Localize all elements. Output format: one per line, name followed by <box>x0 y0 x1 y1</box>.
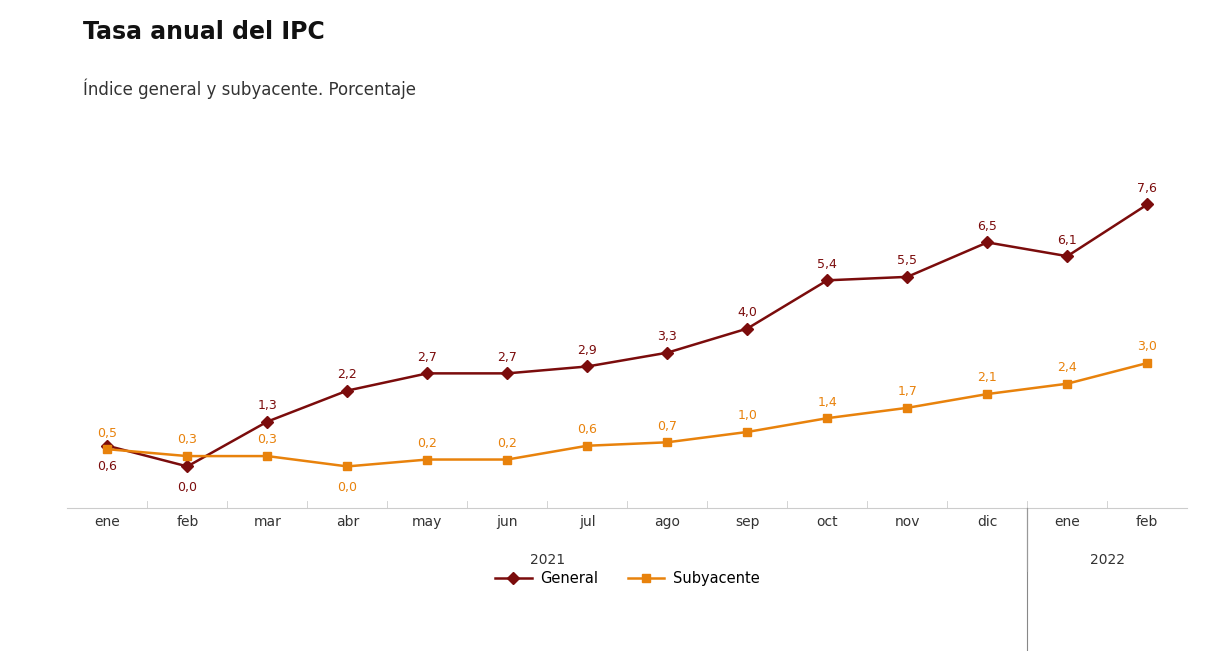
Text: 0,5: 0,5 <box>98 426 118 439</box>
Text: 2,1: 2,1 <box>978 372 998 384</box>
Text: 2,7: 2,7 <box>417 351 437 364</box>
Text: 0,2: 0,2 <box>497 437 518 450</box>
Text: 2022: 2022 <box>1089 553 1125 568</box>
Text: 1,4: 1,4 <box>818 396 837 409</box>
Text: 1,0: 1,0 <box>737 409 758 422</box>
Legend: General, Subyacente: General, Subyacente <box>490 565 765 592</box>
Text: 3,3: 3,3 <box>657 330 677 343</box>
Text: 3,0: 3,0 <box>1137 340 1157 353</box>
Text: 0,0: 0,0 <box>177 481 197 494</box>
Text: 0,7: 0,7 <box>657 420 677 433</box>
Text: 6,1: 6,1 <box>1058 234 1077 247</box>
Text: 6,5: 6,5 <box>977 220 998 233</box>
Text: 0,2: 0,2 <box>417 437 437 450</box>
Text: 7,6: 7,6 <box>1137 182 1157 195</box>
Text: 5,4: 5,4 <box>818 258 837 271</box>
Text: Tasa anual del IPC: Tasa anual del IPC <box>83 20 326 44</box>
Text: Índice general y subyacente. Porcentaje: Índice general y subyacente. Porcentaje <box>83 78 416 98</box>
Text: 1,3: 1,3 <box>257 399 277 412</box>
Text: 2,9: 2,9 <box>578 344 597 357</box>
Text: 4,0: 4,0 <box>737 306 758 319</box>
Text: 2,2: 2,2 <box>338 368 357 381</box>
Text: 2021: 2021 <box>530 553 564 568</box>
Text: 0,6: 0,6 <box>578 423 597 436</box>
Text: 0,6: 0,6 <box>98 460 118 473</box>
Text: 2,4: 2,4 <box>1058 361 1077 374</box>
Text: 0,3: 0,3 <box>177 434 197 447</box>
Text: 0,3: 0,3 <box>257 434 278 447</box>
Text: 2,7: 2,7 <box>497 351 518 364</box>
Text: 0,0: 0,0 <box>338 481 357 494</box>
Text: 5,5: 5,5 <box>897 255 917 267</box>
Text: 1,7: 1,7 <box>897 385 917 398</box>
